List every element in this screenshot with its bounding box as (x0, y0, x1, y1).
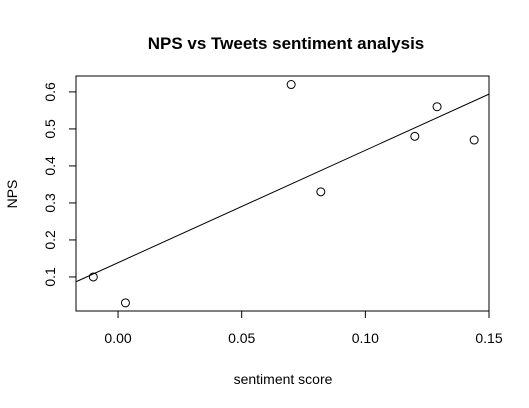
y-tick-label: 0.6 (42, 82, 58, 102)
plot-frame (75, 75, 490, 312)
y-tick-label: 0.3 (42, 193, 58, 213)
y-tick-label: 0.2 (42, 230, 58, 250)
data-point (410, 131, 420, 141)
x-axis: 0.00 0.05 0.10 0.15 (104, 310, 503, 346)
trend-line (75, 93, 490, 283)
y-axis: 0.1 0.2 0.3 0.4 0.5 0.6 (42, 82, 77, 287)
data-point (120, 298, 130, 308)
x-tick-label: 0.00 (104, 330, 131, 346)
y-axis-label: NPS (4, 180, 20, 209)
y-tick-label: 0.4 (42, 156, 58, 176)
x-tick-label: 0.10 (352, 330, 379, 346)
chart-title: NPS vs Tweets sentiment analysis (148, 34, 425, 53)
data-point (432, 102, 442, 112)
y-tick-label: 0.1 (42, 267, 58, 287)
data-point (88, 272, 98, 282)
data-point (316, 187, 326, 197)
x-tick-label: 0.05 (228, 330, 255, 346)
trend-line-layer (75, 93, 490, 283)
data-point (286, 80, 296, 90)
x-tick-label: 0.15 (475, 330, 502, 346)
y-tick-label: 0.5 (42, 119, 58, 139)
x-axis-label: sentiment score (234, 371, 333, 387)
data-point (469, 135, 479, 145)
data-points (88, 80, 479, 308)
